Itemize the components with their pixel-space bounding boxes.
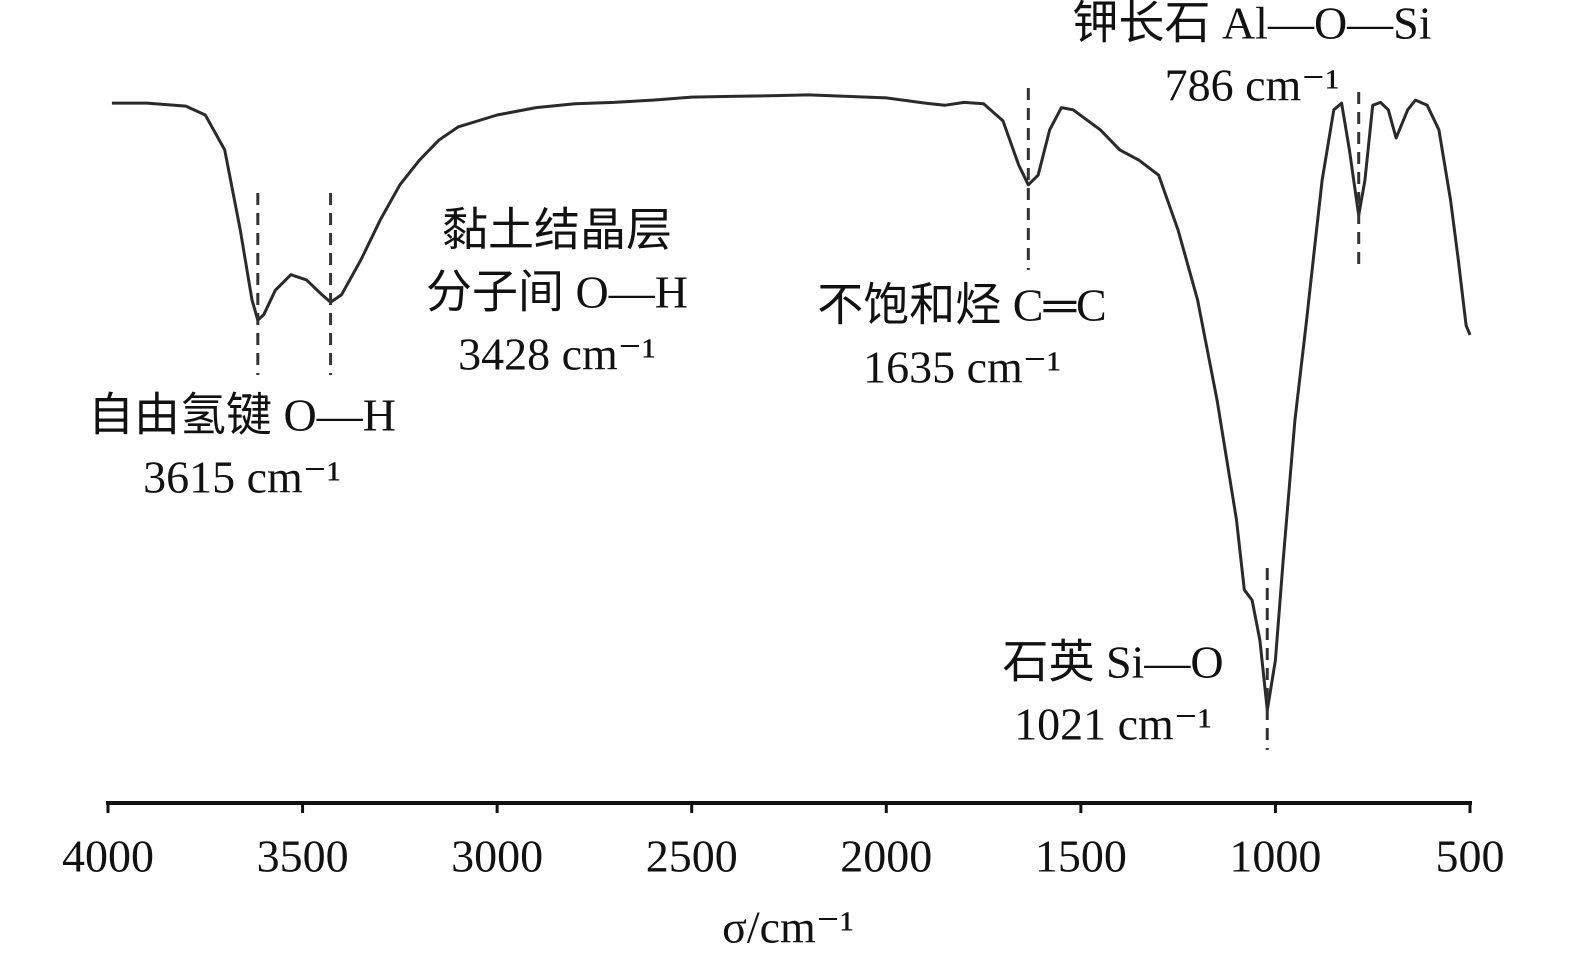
annotation-text: 自由氢键 O—H	[88, 390, 396, 441]
x-tick-label: 3000	[451, 831, 543, 882]
annotation-text: 1635 cm⁻¹	[863, 342, 1061, 393]
annotation-text: 分子间 O—H	[426, 267, 688, 318]
x-tick-label: 2500	[646, 831, 738, 882]
annotation-text: 石英 Si—O	[1002, 637, 1223, 688]
x-axis-label: σ/cm⁻¹	[722, 902, 854, 953]
x-tick-label: 1000	[1229, 831, 1321, 882]
annotation-text: 1021 cm⁻¹	[1014, 699, 1212, 750]
annotation-text: 3615 cm⁻¹	[143, 452, 341, 503]
x-tick-label: 500	[1436, 831, 1505, 882]
annotation-text: 3428 cm⁻¹	[458, 329, 656, 380]
annotation-text: 钾长石 Al—O—Si	[1072, 0, 1431, 49]
annotation-text: 786 cm⁻¹	[1165, 60, 1340, 111]
x-tick-label: 1500	[1035, 831, 1127, 882]
x-tick-label: 2000	[840, 831, 932, 882]
annotation-text: 不饱和烃 C═C	[817, 280, 1106, 331]
x-tick-label: 4000	[62, 831, 154, 882]
annotation-text: 黏土结晶层	[442, 205, 672, 256]
x-tick-label: 3500	[257, 831, 349, 882]
